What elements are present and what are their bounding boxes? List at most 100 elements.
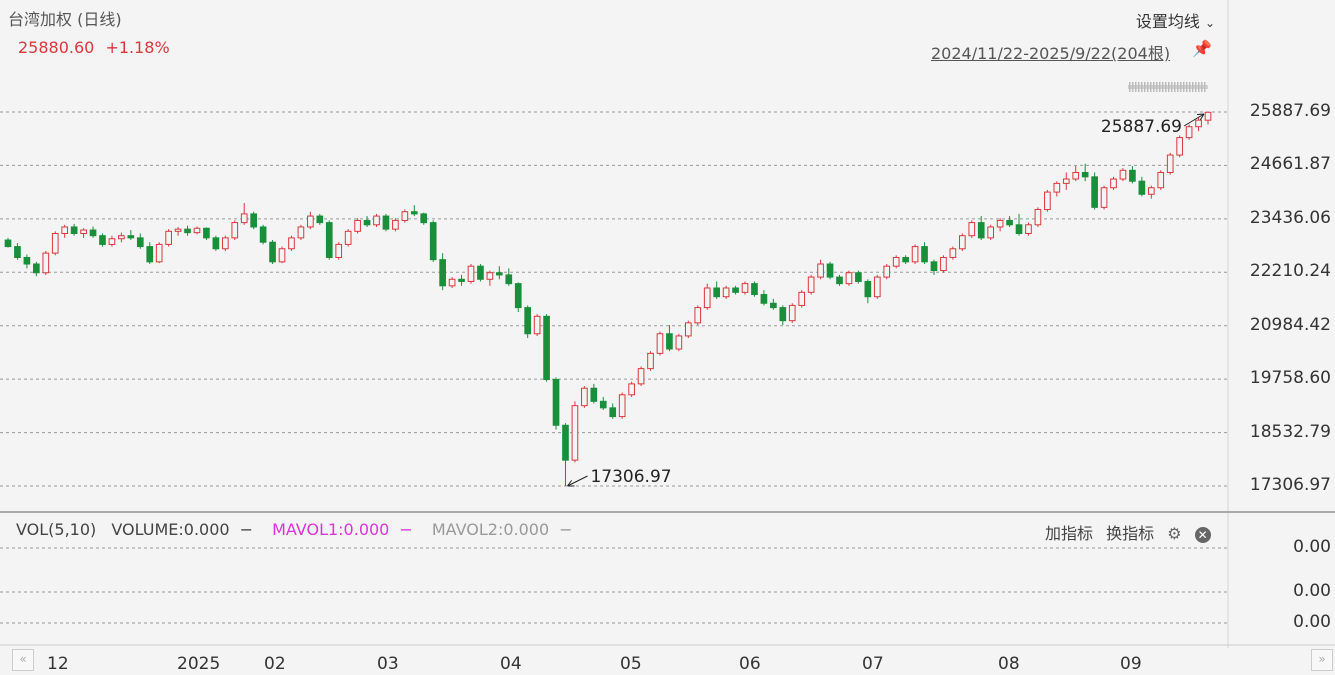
pin-icon[interactable]: 📌 — [1192, 39, 1212, 58]
candle-body — [1204, 111, 1212, 121]
close-icon[interactable]: ✕ — [1194, 527, 1211, 543]
slider-tick — [1165, 82, 1167, 92]
candle — [817, 259, 824, 280]
candle-body — [798, 291, 806, 306]
candle — [269, 240, 276, 265]
candle-body — [1185, 126, 1193, 139]
candle — [410, 205, 418, 217]
candle — [571, 401, 579, 463]
candle — [1100, 185, 1108, 210]
candle-body — [628, 383, 635, 396]
candle-body — [1081, 171, 1089, 178]
candle-body — [930, 261, 938, 272]
candles — [4, 111, 1212, 486]
candle — [108, 235, 116, 247]
candle — [118, 232, 125, 243]
date-range-link[interactable]: 2024/11/22-2025/9/22(204根) — [931, 44, 1171, 63]
candle — [278, 246, 286, 264]
candle — [1138, 176, 1146, 197]
volume-tick-label: 0.00 — [1293, 612, 1331, 632]
candle-body — [51, 233, 59, 254]
candle — [590, 383, 598, 404]
candle — [496, 266, 503, 280]
candle-body — [609, 407, 617, 418]
candle-body — [940, 256, 947, 272]
candle-body — [193, 227, 201, 234]
candle-body — [184, 228, 191, 234]
add-indicator-button[interactable]: 加指标 — [1045, 524, 1094, 543]
candle-body — [1166, 154, 1174, 173]
candle — [921, 242, 928, 265]
candle-body — [552, 379, 560, 426]
candle-body — [1129, 169, 1136, 182]
slider-tick — [1198, 82, 1200, 92]
mavol1-value: MAVOL1:0.000 — [272, 520, 390, 539]
chart-title: 台湾加权 (日线) — [8, 10, 122, 29]
max-price-arrow — [1183, 113, 1205, 127]
candle — [14, 243, 21, 260]
scroll-right-button[interactable]: » — [1311, 649, 1333, 671]
candle — [250, 211, 258, 230]
candle-body — [751, 283, 758, 296]
candle — [524, 305, 532, 339]
candle — [467, 264, 475, 284]
candle — [203, 227, 210, 241]
candle — [221, 235, 229, 251]
candle — [1053, 181, 1061, 197]
candle — [99, 233, 106, 247]
candle-body — [656, 333, 664, 354]
candle-body — [618, 394, 626, 418]
candle — [1034, 207, 1042, 227]
slider-tick — [1195, 82, 1197, 92]
candle-body — [477, 265, 484, 280]
candle-body — [1195, 119, 1202, 128]
candle — [1147, 185, 1155, 199]
slider-tick — [1129, 82, 1131, 92]
candle — [259, 224, 267, 245]
candle — [940, 255, 947, 273]
candle — [325, 220, 333, 260]
candle-body — [203, 227, 210, 239]
candle — [977, 216, 985, 241]
candle-body — [732, 287, 739, 293]
candle — [33, 261, 40, 277]
candle-body — [250, 213, 258, 228]
candle — [930, 259, 938, 275]
candle — [231, 220, 239, 241]
annotations: 17306.97 25887.69 — [567, 113, 1205, 487]
candle-body — [212, 237, 220, 250]
candle — [562, 423, 569, 486]
candle — [1081, 163, 1089, 182]
ma-setting-button[interactable]: 设置均线 ⌄ — [1136, 8, 1215, 32]
candle — [1110, 176, 1117, 190]
candle-body — [127, 235, 135, 239]
candle-body — [543, 315, 550, 381]
volume-value: VOLUME:0.000 — [111, 520, 230, 539]
candle-body — [486, 272, 494, 280]
gear-icon[interactable]: ⚙ — [1167, 524, 1182, 543]
candle-body — [562, 424, 569, 461]
candle-body — [89, 229, 97, 237]
candle — [694, 305, 702, 326]
slider-tick — [1186, 82, 1188, 92]
candle-body — [325, 222, 333, 258]
candle-body — [817, 263, 824, 278]
candle-body — [987, 226, 995, 239]
candle-body — [826, 263, 834, 278]
candle-body — [467, 265, 475, 282]
switch-indicator-button[interactable]: 换指标 — [1106, 524, 1155, 543]
candle-body — [33, 263, 40, 274]
candle-body — [1176, 137, 1183, 156]
y-tick-label: 25887.69 — [1249, 101, 1331, 121]
candle-body — [722, 287, 730, 298]
scroll-left-button[interactable]: « — [12, 649, 34, 671]
x-tick-label: 06 — [739, 654, 761, 674]
candle-body — [892, 256, 900, 267]
candle — [609, 403, 617, 419]
volume-header: VOL(5,10) VOLUME:0.000− MAVOL1:0.000− MA… — [16, 520, 583, 539]
candle-body — [684, 322, 692, 337]
range-slider-icon[interactable] — [1128, 82, 1208, 92]
candle — [732, 285, 739, 295]
candle — [486, 270, 494, 286]
candle — [760, 290, 768, 306]
